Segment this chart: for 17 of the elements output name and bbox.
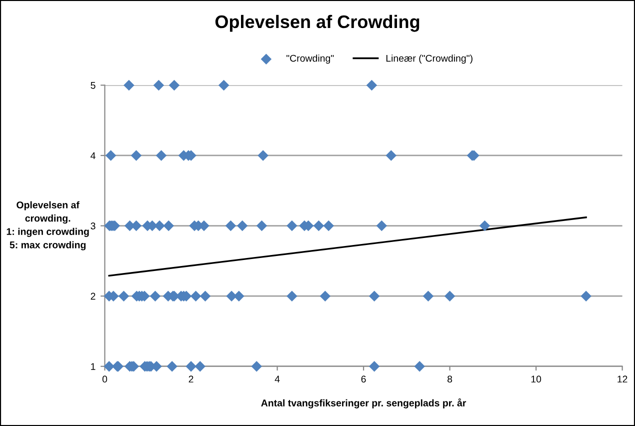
y-tick-label: 3 [90,222,96,230]
x-tick-label: 8 [448,376,452,383]
x-tick-label: 0 [102,376,108,383]
x-tick-label: 10 [531,376,542,383]
x-tick-label: 4 [274,376,280,382]
x-tick-label: 12 [618,376,628,382]
y-axis-title: Oplevelsen af crowding. 1: ingen crowding 5: max crowding [6,201,89,250]
x-tick-label: 6 [361,376,366,383]
legend-label: "Crowding" [286,54,334,64]
y-tick-label: 4 [90,152,96,160]
chart-title: Oplevelsen af Crowding [215,14,420,32]
y-tick-label: 2 [90,292,96,300]
x-axis-title: Antal tvangsfikseringer pr. sengeplads pr. år [261,398,466,408]
x-tick-label: 2 [188,376,194,382]
legend-label: Lineær ("Crowding") [386,54,472,64]
y-tick-label: 5 [90,82,96,89]
y-tick-label: 1 [91,363,96,370]
